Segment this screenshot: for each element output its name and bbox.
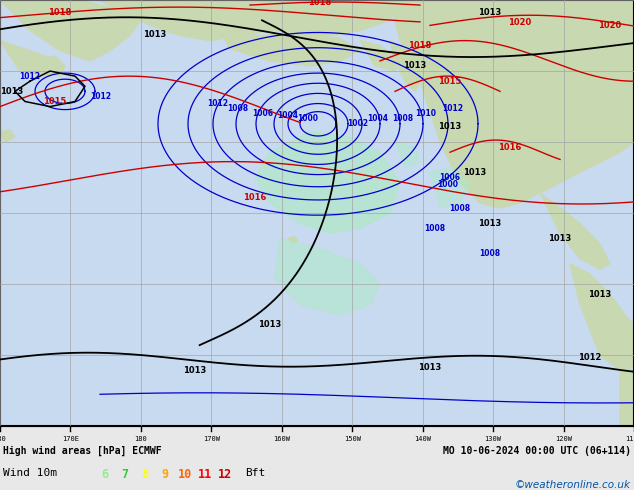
- Text: 120W: 120W: [555, 437, 572, 442]
- Text: High wind areas [hPa] ECMWF: High wind areas [hPa] ECMWF: [3, 445, 162, 456]
- Text: 1015: 1015: [438, 77, 462, 86]
- Text: 1010: 1010: [415, 109, 436, 118]
- Polygon shape: [288, 237, 298, 244]
- Text: 1000: 1000: [297, 114, 318, 123]
- Text: 1013: 1013: [479, 8, 501, 17]
- Polygon shape: [395, 142, 420, 168]
- Text: 180: 180: [0, 437, 6, 442]
- Text: 1013: 1013: [0, 87, 23, 96]
- Text: 1006: 1006: [439, 173, 460, 182]
- Text: 1012: 1012: [443, 104, 463, 113]
- Text: 1013: 1013: [403, 61, 427, 71]
- Polygon shape: [620, 366, 634, 426]
- Text: 1013: 1013: [588, 290, 612, 299]
- Text: 1013: 1013: [479, 219, 501, 228]
- Text: 1020: 1020: [598, 21, 621, 30]
- Text: ©weatheronline.co.uk: ©weatheronline.co.uk: [515, 480, 631, 490]
- Text: 11: 11: [198, 468, 212, 481]
- Text: 1013: 1013: [418, 363, 442, 372]
- Polygon shape: [255, 132, 400, 233]
- Text: 1013: 1013: [463, 168, 487, 177]
- Text: 1020: 1020: [508, 18, 532, 27]
- Text: 170W: 170W: [203, 437, 220, 442]
- Text: 110W: 110W: [626, 437, 634, 442]
- Text: 1016: 1016: [243, 194, 267, 202]
- Text: 9: 9: [162, 468, 169, 481]
- Polygon shape: [430, 168, 470, 208]
- Text: 1008: 1008: [228, 104, 249, 113]
- Text: 1013: 1013: [183, 366, 207, 375]
- Text: 1008: 1008: [424, 224, 446, 233]
- Text: 1006: 1006: [252, 109, 273, 118]
- Text: 1008: 1008: [479, 249, 501, 258]
- Text: 160W: 160W: [273, 437, 290, 442]
- Text: 1015: 1015: [43, 97, 67, 106]
- Text: 1004: 1004: [368, 114, 389, 123]
- Polygon shape: [360, 41, 400, 71]
- Text: 12: 12: [218, 468, 232, 481]
- Text: 1008: 1008: [450, 203, 470, 213]
- Polygon shape: [0, 130, 15, 142]
- Text: 1012: 1012: [578, 353, 602, 362]
- Polygon shape: [0, 41, 60, 76]
- Text: 1012: 1012: [207, 99, 228, 108]
- Text: 140W: 140W: [414, 437, 431, 442]
- Polygon shape: [220, 30, 360, 66]
- Text: 180: 180: [134, 437, 147, 442]
- Text: 1008: 1008: [392, 114, 413, 123]
- Polygon shape: [570, 264, 634, 370]
- Text: 130W: 130W: [484, 437, 501, 442]
- Text: 10: 10: [178, 468, 192, 481]
- Text: 1018: 1018: [48, 8, 72, 17]
- Text: Wind 10m: Wind 10m: [3, 468, 57, 478]
- Polygon shape: [0, 0, 140, 61]
- Text: 1012: 1012: [20, 72, 41, 81]
- Polygon shape: [390, 0, 634, 208]
- Text: 1000: 1000: [437, 180, 458, 189]
- Text: 6: 6: [101, 468, 108, 481]
- Polygon shape: [275, 239, 380, 315]
- Text: 1012: 1012: [90, 92, 111, 101]
- Text: 1018: 1018: [408, 41, 432, 50]
- Polygon shape: [100, 0, 400, 41]
- Text: 170E: 170E: [62, 437, 79, 442]
- Text: 1013: 1013: [259, 320, 281, 329]
- Text: 1018: 1018: [308, 0, 332, 6]
- Text: 1016: 1016: [498, 143, 522, 152]
- Text: 1013: 1013: [438, 122, 462, 131]
- Polygon shape: [390, 41, 420, 91]
- Text: 1013: 1013: [548, 234, 572, 243]
- Text: 150W: 150W: [344, 437, 361, 442]
- Text: 1002: 1002: [347, 120, 368, 128]
- Text: 8: 8: [141, 468, 148, 481]
- Polygon shape: [42, 56, 65, 76]
- Text: Bft: Bft: [245, 468, 265, 478]
- Text: 7: 7: [122, 468, 129, 481]
- Polygon shape: [450, 0, 634, 15]
- Polygon shape: [540, 193, 610, 269]
- Text: 1013: 1013: [143, 30, 167, 39]
- Text: MO 10-06-2024 00:00 UTC (06+114): MO 10-06-2024 00:00 UTC (06+114): [443, 445, 631, 456]
- Text: 1004: 1004: [278, 111, 299, 120]
